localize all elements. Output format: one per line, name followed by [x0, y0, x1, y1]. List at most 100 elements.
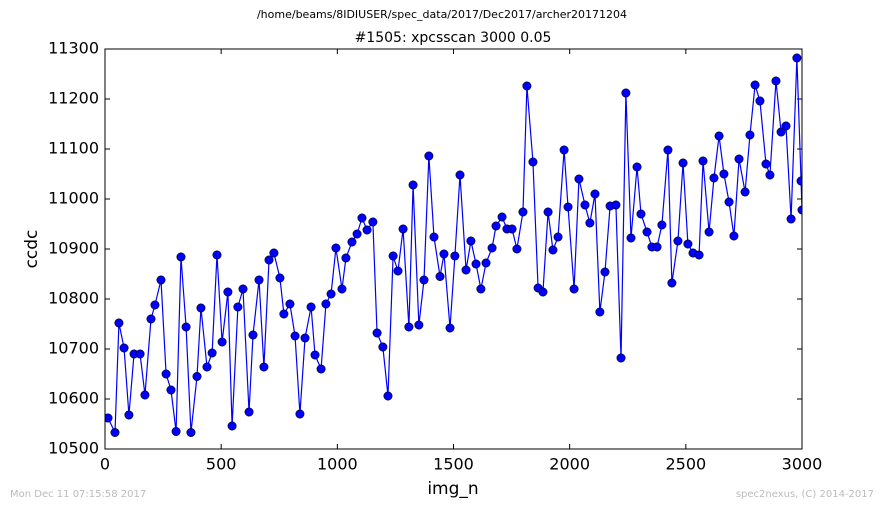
- point: [331, 243, 341, 253]
- point: [487, 243, 497, 253]
- point: [176, 252, 186, 262]
- point: [357, 213, 367, 223]
- point: [186, 427, 196, 437]
- point: [445, 323, 455, 333]
- point: [404, 322, 414, 332]
- point: [388, 251, 398, 261]
- point: [709, 173, 719, 183]
- point: [781, 121, 791, 131]
- point: [563, 202, 573, 212]
- y-tick-label: 11200: [48, 89, 99, 108]
- point: [548, 245, 558, 255]
- point: [792, 53, 802, 63]
- point: [590, 189, 600, 199]
- point: [518, 207, 528, 217]
- point: [290, 331, 300, 341]
- point: [347, 237, 357, 247]
- point: [528, 157, 538, 167]
- series-line: [107, 57, 802, 433]
- point: [279, 309, 289, 319]
- point: [285, 299, 295, 309]
- point: [408, 180, 418, 190]
- point: [461, 265, 471, 275]
- x-tick-label: 1500: [433, 455, 474, 474]
- point: [244, 407, 254, 417]
- point: [435, 271, 445, 281]
- point: [580, 200, 590, 210]
- point: [110, 427, 120, 437]
- point: [248, 330, 258, 340]
- point: [192, 371, 202, 381]
- point: [740, 187, 750, 197]
- point: [424, 151, 434, 161]
- point: [362, 225, 372, 235]
- point: [316, 364, 326, 374]
- footer-right: spec2nexus, (C) 2014-2017: [736, 489, 874, 500]
- point: [761, 159, 771, 169]
- point: [378, 342, 388, 352]
- y-axis-label: ccdc: [22, 230, 42, 269]
- point: [450, 251, 460, 261]
- y-tick-label: 11100: [48, 139, 99, 158]
- point: [569, 284, 579, 294]
- x-tick-label: 2000: [549, 455, 590, 474]
- y-tick-label: 11000: [48, 189, 99, 208]
- point: [678, 158, 688, 168]
- suptitle: /home/beams/8IDIUSER/spec_data/2017/Dec2…: [257, 8, 627, 21]
- point: [574, 174, 584, 184]
- point: [585, 218, 595, 228]
- point: [667, 278, 677, 288]
- point: [207, 348, 217, 358]
- point: [543, 207, 553, 217]
- plot-frame: [104, 48, 803, 450]
- point: [269, 248, 279, 258]
- point: [306, 302, 316, 312]
- point: [119, 343, 129, 353]
- point: [600, 267, 610, 277]
- point: [765, 170, 775, 180]
- y-tick-label: 11300: [48, 39, 99, 58]
- point: [750, 80, 760, 90]
- point: [476, 284, 486, 294]
- point: [254, 275, 264, 285]
- y-tick-label: 10800: [48, 289, 99, 308]
- point: [300, 333, 310, 343]
- point: [611, 200, 621, 210]
- chart-title: #1505: xpcsscan 3000 0.05: [355, 30, 552, 46]
- point: [383, 391, 393, 401]
- point: [238, 284, 248, 294]
- point: [673, 236, 683, 246]
- point: [310, 350, 320, 360]
- x-tick-label: 3000: [782, 455, 823, 474]
- point: [146, 314, 156, 324]
- x-tick-label: 500: [206, 455, 237, 474]
- point: [776, 127, 786, 137]
- point: [595, 307, 605, 317]
- point: [419, 275, 429, 285]
- point: [636, 209, 646, 219]
- point: [227, 421, 237, 431]
- point: [663, 145, 673, 155]
- point: [140, 390, 150, 400]
- point: [719, 169, 729, 179]
- x-tick-label: 0: [100, 455, 110, 474]
- x-axis-label: img_n: [427, 479, 478, 499]
- y-tick-label: 10900: [48, 239, 99, 258]
- point: [559, 145, 569, 155]
- point: [481, 258, 491, 268]
- point: [398, 224, 408, 234]
- footer-left: Mon Dec 11 07:15:58 2017: [10, 489, 146, 500]
- point: [704, 227, 714, 237]
- point: [212, 250, 222, 260]
- point: [161, 369, 171, 379]
- point: [512, 244, 522, 254]
- point: [621, 88, 631, 98]
- point: [171, 426, 181, 436]
- point: [372, 328, 382, 338]
- point: [522, 81, 532, 91]
- point: [455, 170, 465, 180]
- point: [321, 299, 331, 309]
- point: [105, 413, 113, 423]
- point: [755, 96, 765, 106]
